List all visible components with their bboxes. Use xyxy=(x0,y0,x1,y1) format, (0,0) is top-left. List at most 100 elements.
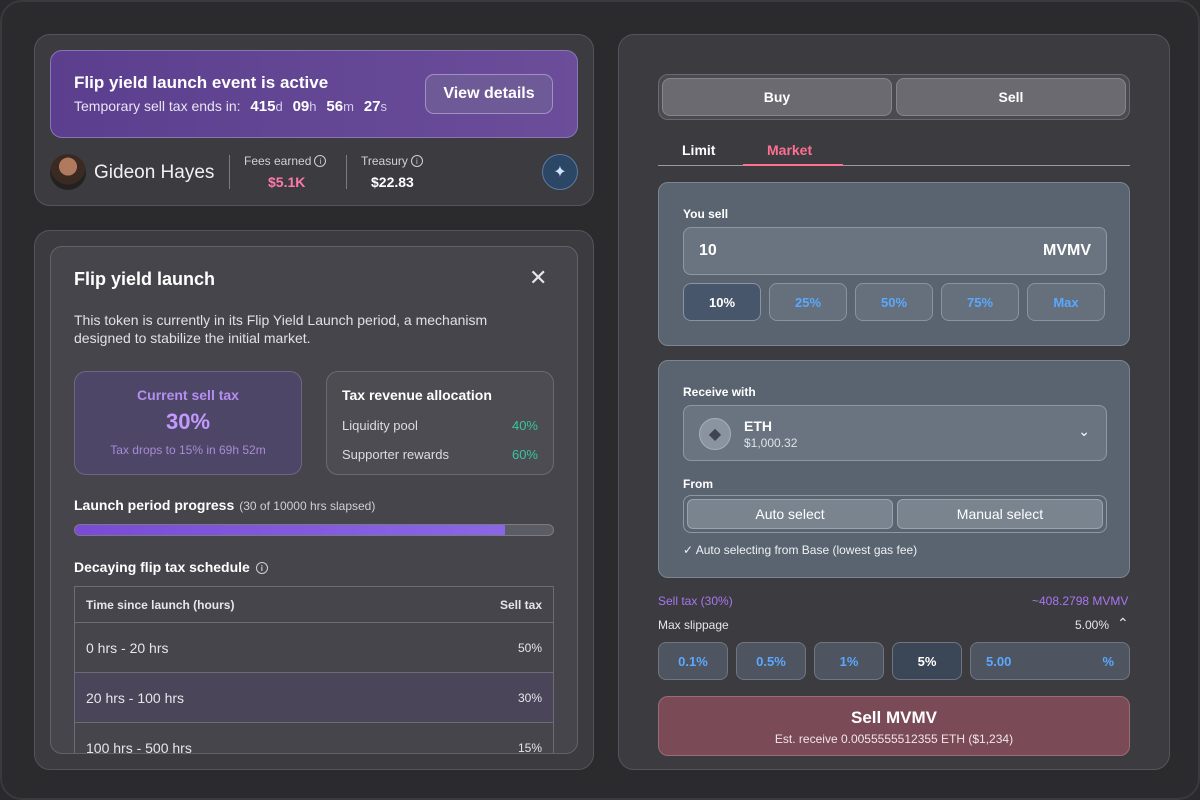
progress-fill xyxy=(75,525,506,535)
allocation-row: Liquidity pool 40% xyxy=(342,418,538,433)
percent-10-button[interactable]: 10% xyxy=(683,283,761,321)
allocation-value: 40% xyxy=(511,418,538,433)
you-sell-label: You sell xyxy=(683,207,729,221)
current-tax-note: Tax drops to 15% in 69h 52m xyxy=(110,443,266,457)
avatar[interactable] xyxy=(50,154,86,190)
panel-footer xyxy=(35,754,593,769)
table-row: 100 hrs - 500 hrs 15% xyxy=(75,723,553,754)
current-tax-card: Current sell tax 30% Tax drops to 15% in… xyxy=(74,371,302,475)
slippage-label: Max slippage xyxy=(658,618,729,632)
tax-cell: 50% xyxy=(517,640,542,655)
percent-75-button[interactable]: 75% xyxy=(941,283,1019,321)
table-header: Time since launch (hours) Sell tax xyxy=(75,587,553,623)
slippage-custom-value: 5.00 xyxy=(986,653,1012,669)
info-icon[interactable]: i xyxy=(255,562,268,574)
allocation-row: Supporter rewards 60% xyxy=(342,447,538,462)
tax-cell: 15% xyxy=(517,740,542,754)
slippage-custom-unit: % xyxy=(1102,653,1114,669)
manual-select-option[interactable]: Manual select xyxy=(897,499,1103,529)
tax-cell: 30% xyxy=(517,690,542,705)
tab-indicator xyxy=(743,164,843,166)
modal-description: This token is currently in its Flip Yiel… xyxy=(74,312,488,346)
slippage-0-5-button[interactable]: 0.5% xyxy=(736,642,806,680)
sell-button-label: Sell MVMV xyxy=(851,708,937,727)
receive-card: Receive with ◆ ETH $1,000.32 ⌄ From Auto… xyxy=(658,360,1130,578)
receive-price: $1,000.32 xyxy=(744,436,798,450)
sell-amount-input[interactable]: 10 MVMV xyxy=(683,227,1107,275)
handshake-icon[interactable]: ✦ xyxy=(542,154,578,190)
divider xyxy=(229,155,230,189)
receive-token-select[interactable]: ◆ ETH $1,000.32 ⌄ xyxy=(683,405,1107,461)
auto-select-note: ✓ Auto selecting from Base (lowest gas f… xyxy=(683,543,917,557)
schedule-label: Decaying flip tax schedule i xyxy=(74,559,268,575)
percent-25-button[interactable]: 25% xyxy=(769,283,847,321)
column-header: Time since launch (hours) xyxy=(86,597,235,612)
countdown-seconds: 27 xyxy=(363,98,381,115)
treasury-label: Treasury i xyxy=(361,154,423,168)
chevron-down-icon: ⌄ xyxy=(1078,423,1090,439)
info-icon[interactable]: i xyxy=(314,155,327,167)
sell-button[interactable]: Sell MVMV Est. receive 0.0055555512355 E… xyxy=(658,696,1130,756)
percent-50-button[interactable]: 50% xyxy=(855,283,933,321)
user-name: Gideon Hayes xyxy=(94,162,215,183)
ethereum-icon: ◆ xyxy=(699,418,731,450)
allocation-label: Liquidity pool xyxy=(342,418,418,433)
tab-sell[interactable]: Sell xyxy=(896,78,1126,116)
current-tax-value: 30% xyxy=(165,409,211,434)
tab-buy[interactable]: Buy xyxy=(662,78,892,116)
flip-yield-modal: Flip yield launch ✕ This token is curren… xyxy=(50,246,578,754)
from-label: From xyxy=(683,477,713,491)
max-button[interactable]: Max xyxy=(1027,283,1105,321)
range-cell: 20 hrs - 100 hrs xyxy=(86,689,185,706)
slippage-0-1-button[interactable]: 0.1% xyxy=(658,642,728,680)
range-cell: 100 hrs - 500 hrs xyxy=(86,739,192,754)
sell-tax-value: ~408.2798 MVMV xyxy=(1032,594,1129,608)
schedule-table: Time since launch (hours) Sell tax 0 hrs … xyxy=(74,586,554,754)
progress-title: Launch period progress xyxy=(74,497,235,513)
slippage-custom-input[interactable]: 5.00 % xyxy=(970,642,1130,680)
fees-earned-label: Fees earned i xyxy=(244,154,327,168)
auto-select-text: Auto selecting from Base (lowest gas fee… xyxy=(695,543,918,557)
event-subtitle: Temporary sell tax ends in: xyxy=(74,98,241,114)
table-row: 20 hrs - 100 hrs 30% xyxy=(75,673,553,723)
event-title: Flip yield launch event is active xyxy=(74,73,329,92)
allocation-value: 60% xyxy=(511,447,538,462)
countdown-seconds-unit: s xyxy=(380,99,388,114)
buy-sell-tabs: Buy Sell xyxy=(658,74,1130,120)
chevron-up-icon[interactable]: ⌃ xyxy=(1117,615,1129,631)
close-icon[interactable]: ✕ xyxy=(529,265,548,290)
sell-tax-label: Sell tax (30%) xyxy=(658,594,733,608)
order-type-tabs: Limit Market xyxy=(658,142,1130,166)
countdown-hours-unit: h xyxy=(309,99,317,114)
range-cell: 0 hrs - 20 hrs xyxy=(86,639,169,656)
divider xyxy=(346,155,347,189)
countdown-minutes-unit: m xyxy=(343,99,354,114)
event-banner: Flip yield launch event is active Tempor… xyxy=(50,50,578,138)
slippage-1-button[interactable]: 1% xyxy=(814,642,884,680)
receive-token: ETH xyxy=(744,418,772,434)
info-icon[interactable]: i xyxy=(410,155,423,167)
treasury-text: Treasury xyxy=(361,154,408,168)
tab-market[interactable]: Market xyxy=(767,142,813,158)
countdown-hours: 09 xyxy=(292,98,310,115)
fees-earned-value: $5.1K xyxy=(268,174,306,190)
schedule-title: Decaying flip tax schedule xyxy=(74,559,250,575)
treasury-value: $22.83 xyxy=(371,174,414,190)
table-row: 0 hrs - 20 hrs 50% xyxy=(75,623,553,673)
auto-select-option[interactable]: Auto select xyxy=(687,499,893,529)
countdown-days-unit: d xyxy=(275,99,283,114)
allocation-title: Tax revenue allocation xyxy=(342,387,492,403)
column-header: Sell tax xyxy=(499,597,542,612)
receive-label: Receive with xyxy=(683,385,756,399)
from-selector: Auto select Manual select xyxy=(683,495,1107,533)
progress-note: (30 of 10000 hrs slapsed) xyxy=(239,499,376,513)
slippage-5-button[interactable]: 5% xyxy=(892,642,962,680)
view-details-button[interactable]: View details xyxy=(425,74,553,114)
est-receive: Est. receive 0.0055555512355 ETH ($1,234… xyxy=(774,732,1014,746)
check-icon: ✓ xyxy=(683,543,696,557)
event-countdown: Temporary sell tax ends in: 415d 09h 56m… xyxy=(74,98,393,115)
tab-limit[interactable]: Limit xyxy=(682,142,716,158)
sell-token-symbol: MVMV xyxy=(1043,242,1091,259)
current-tax-label: Current sell tax xyxy=(137,387,239,403)
